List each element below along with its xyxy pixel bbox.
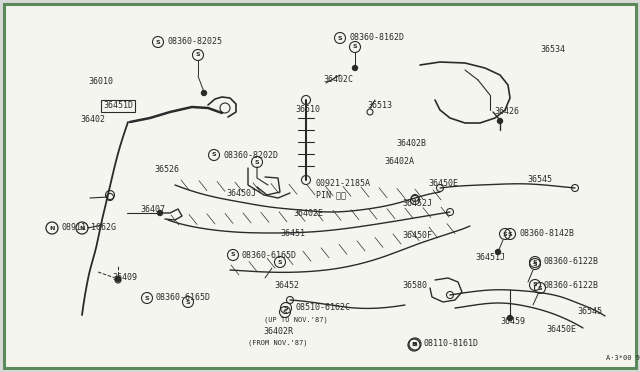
Text: S: S	[508, 231, 512, 237]
Text: S: S	[353, 45, 357, 49]
Text: 36450E: 36450E	[428, 179, 458, 187]
Text: S: S	[145, 295, 149, 301]
Text: 08911-1062G: 08911-1062G	[61, 224, 116, 232]
Text: 36402E: 36402E	[293, 209, 323, 218]
Text: S: S	[255, 160, 259, 164]
Text: S: S	[532, 262, 538, 266]
Text: S: S	[538, 285, 542, 291]
Text: (FROM NOV.'87): (FROM NOV.'87)	[248, 340, 308, 346]
Text: 36010: 36010	[88, 77, 113, 87]
Circle shape	[157, 211, 163, 215]
Text: 36459: 36459	[500, 317, 525, 327]
Text: 36409: 36409	[112, 273, 137, 282]
Text: N: N	[49, 225, 54, 231]
Text: 36545: 36545	[527, 174, 552, 183]
Text: 36513: 36513	[367, 100, 392, 109]
Text: S: S	[196, 52, 200, 58]
Text: S: S	[532, 282, 538, 288]
Text: 36450E: 36450E	[546, 326, 576, 334]
Text: 36402B: 36402B	[396, 138, 426, 148]
Circle shape	[495, 250, 500, 254]
Text: S: S	[230, 253, 236, 257]
Text: S: S	[283, 310, 287, 314]
Text: 08360-6122B: 08360-6122B	[544, 280, 599, 289]
Text: 36426: 36426	[494, 108, 519, 116]
Text: 08360-8162D: 08360-8162D	[349, 33, 404, 42]
Text: 36510: 36510	[295, 106, 320, 115]
Circle shape	[508, 315, 513, 321]
Text: 08360-8202D: 08360-8202D	[223, 151, 278, 160]
Text: 08360-8142B: 08360-8142B	[519, 230, 574, 238]
Text: 36451: 36451	[280, 228, 305, 237]
Text: 36580: 36580	[402, 282, 427, 291]
Text: 36451D: 36451D	[103, 102, 133, 110]
Circle shape	[115, 276, 120, 282]
Text: S: S	[338, 35, 342, 41]
Text: 08360-6165D: 08360-6165D	[156, 294, 211, 302]
Text: PIN ピン: PIN ピン	[316, 190, 346, 199]
Text: 08110-8161D: 08110-8161D	[424, 340, 479, 349]
Text: 08360-6122B: 08360-6122B	[544, 257, 599, 266]
Text: S: S	[156, 39, 160, 45]
Circle shape	[497, 119, 502, 124]
Text: 36534: 36534	[540, 45, 565, 55]
Text: 36402A: 36402A	[384, 157, 414, 167]
Circle shape	[353, 65, 358, 71]
Text: 08360-6165D: 08360-6165D	[242, 250, 297, 260]
Text: 36526: 36526	[154, 166, 179, 174]
Text: N: N	[79, 225, 84, 231]
Text: 36402R: 36402R	[263, 327, 293, 337]
Text: 08360-82025: 08360-82025	[167, 38, 222, 46]
Text: A·3*00 9: A·3*00 9	[606, 355, 640, 361]
Text: 36452: 36452	[274, 280, 299, 289]
Text: S: S	[212, 153, 216, 157]
Text: S: S	[502, 231, 508, 237]
Text: S: S	[186, 299, 190, 305]
Text: S: S	[532, 260, 538, 264]
Text: 36451J: 36451J	[475, 253, 505, 263]
Text: 36402C: 36402C	[323, 76, 353, 84]
Text: B: B	[412, 343, 417, 347]
Text: 36402: 36402	[80, 115, 105, 125]
Text: S: S	[284, 305, 288, 311]
Text: 36545: 36545	[577, 308, 602, 317]
Text: B: B	[413, 341, 417, 346]
Text: 08510-6162C: 08510-6162C	[295, 304, 350, 312]
Text: 36450J: 36450J	[226, 189, 256, 199]
Text: S: S	[278, 260, 282, 264]
Text: (UP TO NOV.'87): (UP TO NOV.'87)	[264, 317, 328, 323]
Text: 36407: 36407	[140, 205, 165, 215]
Text: 36452J: 36452J	[402, 199, 432, 208]
Text: 00921-2185A: 00921-2185A	[316, 180, 371, 189]
Text: 36450F: 36450F	[402, 231, 432, 241]
Circle shape	[202, 90, 207, 96]
